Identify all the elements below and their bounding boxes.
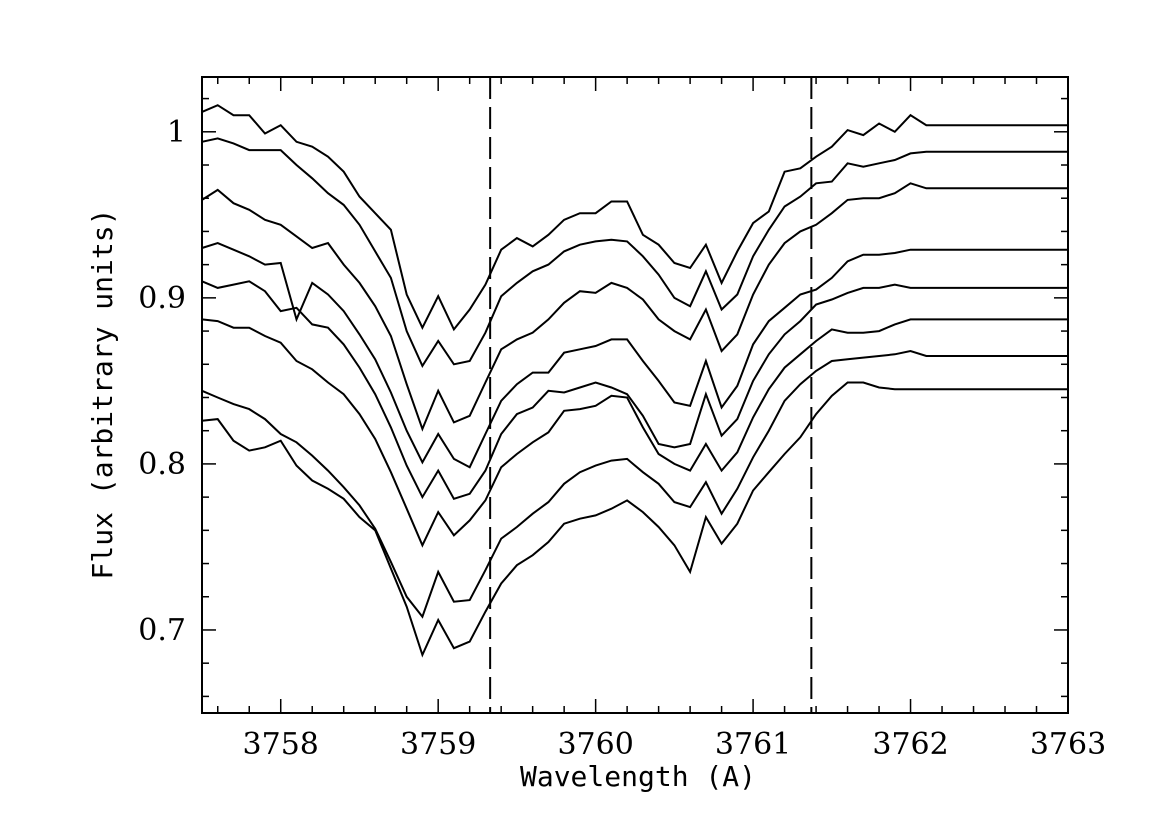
- y-tick-label: 0.7: [138, 613, 186, 648]
- x-tick-label: 3762: [872, 727, 948, 762]
- x-tick-label: 3760: [557, 727, 633, 762]
- y-tick-label: 0.9: [138, 281, 186, 316]
- spectrum-line-4: [201, 242, 1068, 469]
- spectrum-line-7: [201, 349, 1068, 619]
- spectrum-line-2: [201, 137, 1068, 369]
- x-axis-title: Wavelength (A): [520, 760, 756, 793]
- spectrum-line-5: [201, 280, 1068, 500]
- x-tick-label: 3761: [715, 727, 791, 762]
- x-tick-label: 3759: [400, 727, 476, 762]
- reference-lines: [489, 77, 813, 713]
- x-tick-label: 3763: [1030, 727, 1106, 762]
- series-layer: [201, 104, 1068, 658]
- y-tick-label: 0.8: [138, 447, 186, 482]
- plot-frame: [201, 76, 1069, 714]
- x-tick-label: 3758: [243, 727, 319, 762]
- axis-ticks: [202, 77, 1069, 713]
- y-axis-title: Flux (arbitrary units): [86, 209, 119, 580]
- spectrum-line-8: [201, 381, 1068, 658]
- spectrum-line-1: [201, 104, 1068, 332]
- spectrum-line-6: [201, 318, 1068, 548]
- spectrum-line-3: [201, 182, 1068, 432]
- tick-labels: 3758 3759 3760 3761 3762 3763 0.7 0.8 0.9 1: [138, 115, 1106, 762]
- y-tick-label: 1: [167, 115, 186, 150]
